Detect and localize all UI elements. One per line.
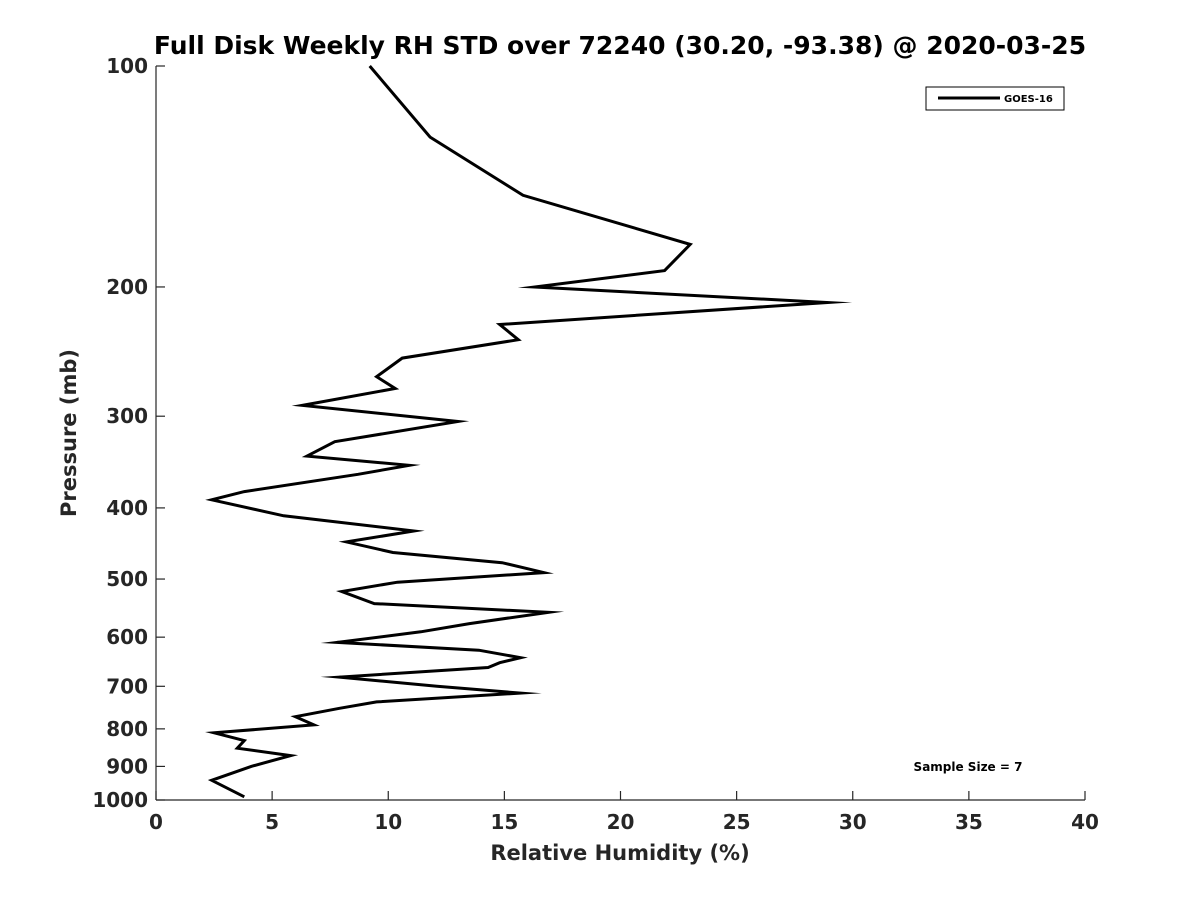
x-axis-label: Relative Humidity (%) bbox=[490, 841, 749, 865]
x-tick-label: 40 bbox=[1071, 810, 1099, 834]
legend: GOES-16 bbox=[925, 86, 1065, 111]
chart-title: Full Disk Weekly RH STD over 72240 (30.2… bbox=[154, 31, 1086, 60]
x-tick-label: 5 bbox=[265, 810, 279, 834]
y-tick-label: 300 bbox=[106, 404, 148, 428]
y-axis-label: Pressure (mb) bbox=[57, 349, 81, 517]
x-tick-label: 10 bbox=[374, 810, 402, 834]
plot-area bbox=[205, 65, 853, 799]
y-tick-label: 900 bbox=[106, 754, 148, 778]
y-tick-label: 700 bbox=[106, 674, 148, 698]
axes: 0 5 10 15 20 25 30 35 40 100 200 300 400 500 600 700 800… bbox=[92, 54, 1099, 834]
x-tick-label: 0 bbox=[149, 810, 163, 834]
sample-size-annotation: Sample Size = 7 bbox=[914, 760, 1023, 774]
y-tick-label: 500 bbox=[106, 567, 148, 591]
y-tick-label: 400 bbox=[106, 496, 148, 520]
x-tick-label: 35 bbox=[955, 810, 983, 834]
x-tick-label: 25 bbox=[723, 810, 751, 834]
y-tick-label: 800 bbox=[106, 717, 148, 741]
y-tick-label: 1000 bbox=[92, 788, 148, 812]
legend-label-goes-16: GOES-16 bbox=[1004, 94, 1053, 105]
x-tick-label: 30 bbox=[839, 810, 867, 834]
y-tick-label: 200 bbox=[106, 275, 148, 299]
series-line-goes-16 bbox=[205, 65, 853, 799]
x-tick-label: 15 bbox=[490, 810, 518, 834]
y-tick-label: 600 bbox=[106, 625, 148, 649]
x-tick-label: 20 bbox=[607, 810, 635, 834]
y-tick-label: 100 bbox=[106, 54, 148, 78]
